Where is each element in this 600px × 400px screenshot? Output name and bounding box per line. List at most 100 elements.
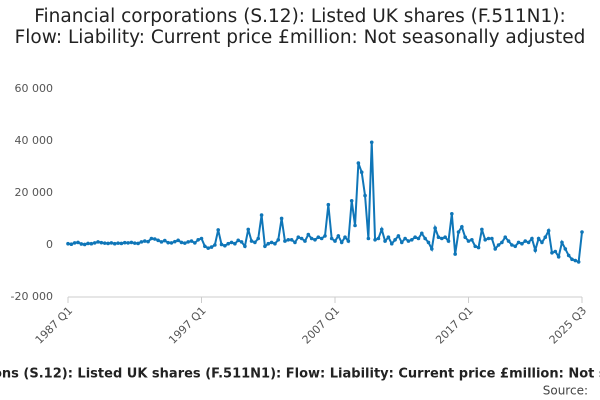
point (82, 242, 87, 247)
point (453, 252, 457, 256)
point (560, 240, 564, 245)
point (480, 227, 484, 232)
point (159, 240, 164, 244)
point (406, 239, 411, 243)
point (196, 238, 200, 242)
point (313, 238, 317, 242)
point (129, 240, 134, 245)
point (183, 241, 187, 245)
point (229, 240, 234, 245)
point (219, 242, 224, 247)
point (540, 240, 544, 245)
point (523, 239, 528, 243)
point (289, 238, 294, 242)
x-tick-label: 1987 Q1 (33, 304, 76, 347)
point (283, 239, 287, 243)
y-tick-label: 60 000 (15, 82, 54, 95)
point (533, 248, 538, 252)
chart-title: Financial corporations (S.12): Listed UK… (14, 6, 586, 48)
point (446, 239, 451, 243)
point (293, 240, 297, 245)
point (279, 216, 284, 221)
point (500, 240, 504, 245)
point (329, 236, 334, 241)
point (263, 244, 267, 249)
point (566, 253, 571, 258)
point (243, 244, 247, 249)
point (266, 241, 271, 246)
point (316, 235, 321, 239)
point (409, 238, 414, 242)
source: Source: (543, 384, 588, 398)
point (536, 236, 541, 241)
point (506, 239, 511, 243)
point (233, 241, 237, 246)
point (473, 244, 477, 249)
point (162, 238, 167, 243)
point (486, 236, 491, 241)
point (276, 238, 281, 242)
point (490, 236, 494, 241)
point (376, 236, 381, 241)
point (526, 240, 531, 245)
point (580, 230, 584, 234)
x-tick-label: 1997 Q1 (166, 304, 209, 347)
point (253, 240, 257, 245)
point (256, 236, 261, 241)
point (570, 257, 574, 262)
point (239, 240, 244, 244)
point (516, 240, 521, 245)
point (269, 240, 274, 245)
point (169, 241, 174, 245)
point (563, 247, 568, 251)
point (349, 199, 354, 203)
point (126, 241, 130, 245)
point (363, 193, 367, 198)
point (393, 238, 397, 242)
point (216, 228, 220, 232)
caption: Financial corporations (S.12): Listed UK… (0, 367, 600, 382)
point (346, 239, 351, 243)
point (273, 241, 277, 246)
point (92, 241, 97, 245)
point (403, 236, 407, 241)
point (383, 239, 387, 243)
y-tick-label: 40 000 (15, 134, 54, 147)
point (286, 238, 291, 242)
point (136, 241, 140, 246)
point (142, 239, 147, 243)
point (343, 235, 347, 239)
point (296, 235, 301, 239)
point (493, 247, 498, 251)
point (470, 238, 474, 242)
point (463, 235, 467, 239)
point (146, 239, 150, 244)
point (423, 236, 427, 241)
point (553, 249, 558, 254)
point (399, 240, 404, 245)
point (66, 241, 70, 246)
point (530, 236, 534, 241)
point (430, 247, 434, 251)
point (226, 241, 231, 246)
point (119, 241, 124, 246)
point (99, 240, 104, 245)
point (396, 234, 401, 238)
point (152, 237, 157, 241)
point (106, 241, 110, 246)
point (573, 258, 578, 263)
point (109, 241, 114, 245)
point (456, 230, 461, 234)
point (440, 236, 444, 241)
point (86, 241, 90, 246)
point (112, 241, 117, 246)
point (510, 243, 514, 247)
point (550, 251, 554, 255)
point (199, 236, 204, 241)
point (416, 236, 421, 241)
point (206, 246, 210, 250)
point (413, 235, 417, 239)
point (379, 227, 384, 232)
